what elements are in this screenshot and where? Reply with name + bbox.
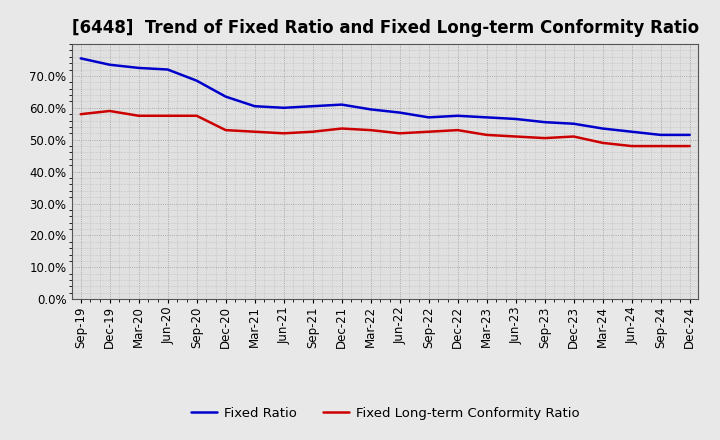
Fixed Ratio	[570, 121, 578, 126]
Fixed Long-term Conformity Ratio	[366, 128, 375, 133]
Fixed Ratio	[482, 115, 491, 120]
Title: [6448]  Trend of Fixed Ratio and Fixed Long-term Conformity Ratio: [6448] Trend of Fixed Ratio and Fixed Lo…	[71, 19, 699, 37]
Fixed Long-term Conformity Ratio	[570, 134, 578, 139]
Fixed Long-term Conformity Ratio	[482, 132, 491, 138]
Fixed Ratio	[279, 105, 288, 110]
Fixed Ratio	[105, 62, 114, 67]
Fixed Ratio	[541, 120, 549, 125]
Fixed Ratio	[192, 78, 201, 83]
Fixed Ratio	[511, 116, 520, 121]
Fixed Long-term Conformity Ratio	[454, 128, 462, 133]
Fixed Long-term Conformity Ratio	[192, 113, 201, 118]
Fixed Long-term Conformity Ratio	[685, 143, 694, 149]
Fixed Long-term Conformity Ratio	[76, 111, 85, 117]
Fixed Long-term Conformity Ratio	[511, 134, 520, 139]
Fixed Long-term Conformity Ratio	[598, 140, 607, 146]
Line: Fixed Ratio: Fixed Ratio	[81, 59, 690, 135]
Fixed Long-term Conformity Ratio	[338, 126, 346, 131]
Fixed Ratio	[395, 110, 404, 115]
Fixed Long-term Conformity Ratio	[424, 129, 433, 134]
Fixed Long-term Conformity Ratio	[541, 136, 549, 141]
Fixed Long-term Conformity Ratio	[627, 143, 636, 149]
Fixed Ratio	[454, 113, 462, 118]
Fixed Ratio	[627, 129, 636, 134]
Fixed Ratio	[221, 94, 230, 99]
Fixed Ratio	[657, 132, 665, 138]
Fixed Long-term Conformity Ratio	[135, 113, 143, 118]
Line: Fixed Long-term Conformity Ratio: Fixed Long-term Conformity Ratio	[81, 111, 690, 146]
Legend: Fixed Ratio, Fixed Long-term Conformity Ratio: Fixed Ratio, Fixed Long-term Conformity …	[186, 402, 585, 425]
Fixed Ratio	[76, 56, 85, 61]
Fixed Ratio	[163, 67, 172, 72]
Fixed Ratio	[366, 107, 375, 112]
Fixed Long-term Conformity Ratio	[105, 108, 114, 114]
Fixed Long-term Conformity Ratio	[279, 131, 288, 136]
Fixed Ratio	[251, 103, 259, 109]
Fixed Ratio	[598, 126, 607, 131]
Fixed Ratio	[424, 115, 433, 120]
Fixed Ratio	[338, 102, 346, 107]
Fixed Long-term Conformity Ratio	[251, 129, 259, 134]
Fixed Long-term Conformity Ratio	[163, 113, 172, 118]
Fixed Ratio	[135, 65, 143, 70]
Fixed Ratio	[685, 132, 694, 138]
Fixed Long-term Conformity Ratio	[308, 129, 317, 134]
Fixed Long-term Conformity Ratio	[221, 128, 230, 133]
Fixed Long-term Conformity Ratio	[395, 131, 404, 136]
Fixed Long-term Conformity Ratio	[657, 143, 665, 149]
Fixed Ratio	[308, 103, 317, 109]
